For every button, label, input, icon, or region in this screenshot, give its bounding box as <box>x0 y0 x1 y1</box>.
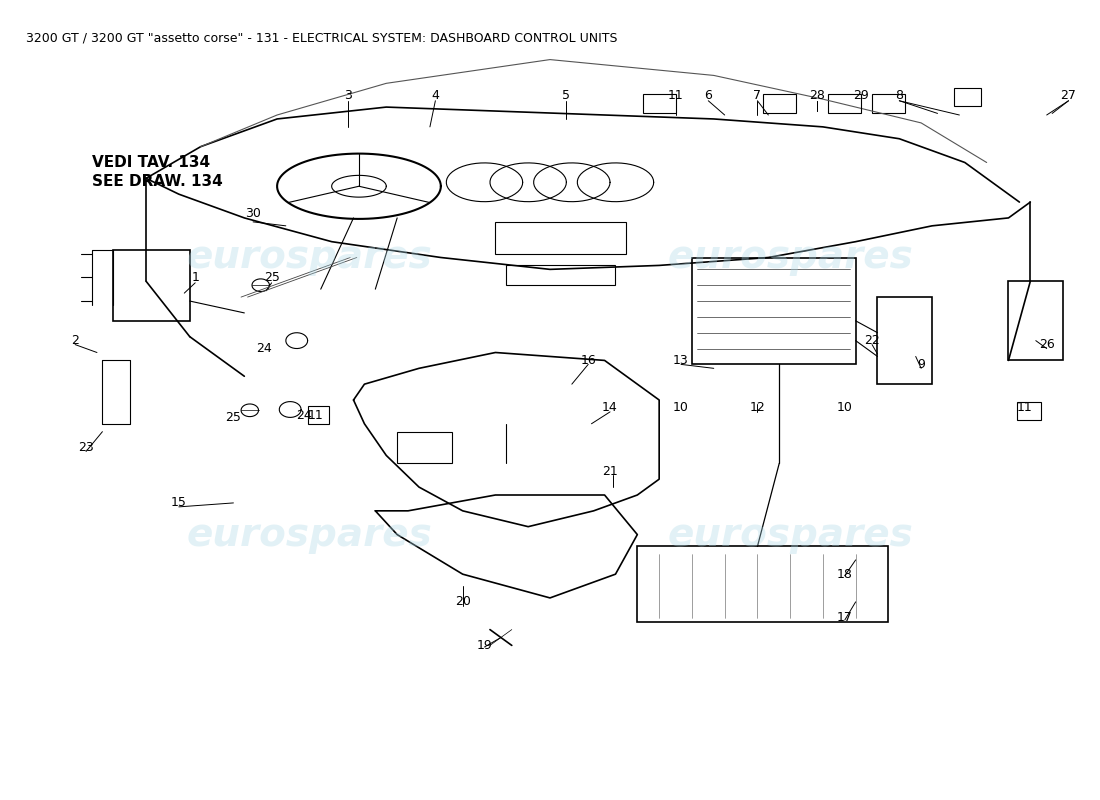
Text: 27: 27 <box>1060 89 1077 102</box>
Text: 24: 24 <box>297 410 312 422</box>
Text: 13: 13 <box>673 354 689 367</box>
Text: 23: 23 <box>78 441 94 454</box>
Text: 10: 10 <box>673 402 689 414</box>
Text: 28: 28 <box>810 89 825 102</box>
Text: eurospares: eurospares <box>187 515 432 554</box>
Text: 15: 15 <box>170 497 187 510</box>
Text: 25: 25 <box>264 270 279 284</box>
Text: 26: 26 <box>1038 338 1055 351</box>
Text: 20: 20 <box>454 595 471 608</box>
Text: 5: 5 <box>562 89 571 102</box>
Text: 30: 30 <box>245 207 261 221</box>
Text: 10: 10 <box>837 402 852 414</box>
Text: 4: 4 <box>431 89 439 102</box>
Text: eurospares: eurospares <box>668 515 913 554</box>
Text: eurospares: eurospares <box>187 238 432 277</box>
Text: eurospares: eurospares <box>668 238 913 277</box>
Text: 16: 16 <box>581 354 596 367</box>
Text: VEDI TAV. 134
SEE DRAW. 134: VEDI TAV. 134 SEE DRAW. 134 <box>91 154 222 190</box>
Text: 21: 21 <box>602 465 618 478</box>
Text: 12: 12 <box>749 402 766 414</box>
Text: 14: 14 <box>602 402 618 414</box>
Text: 25: 25 <box>226 411 241 424</box>
Text: 3: 3 <box>344 89 352 102</box>
Text: 19: 19 <box>476 639 493 652</box>
Text: 17: 17 <box>837 611 852 624</box>
Text: 2: 2 <box>72 334 79 347</box>
Text: 7: 7 <box>754 89 761 102</box>
Text: 11: 11 <box>307 410 323 422</box>
Text: 8: 8 <box>895 89 903 102</box>
Text: 29: 29 <box>854 89 869 102</box>
Text: 9: 9 <box>917 358 925 371</box>
Text: 18: 18 <box>837 568 852 581</box>
Text: 24: 24 <box>256 342 272 355</box>
Text: 1: 1 <box>191 270 199 284</box>
Text: 11: 11 <box>668 89 683 102</box>
Text: 6: 6 <box>704 89 712 102</box>
Text: 3200 GT / 3200 GT "assetto corse" - 131 - ELECTRICAL SYSTEM: DASHBOARD CONTROL U: 3200 GT / 3200 GT "assetto corse" - 131 … <box>26 32 617 45</box>
Text: 22: 22 <box>865 334 880 347</box>
Text: 11: 11 <box>1018 402 1033 414</box>
